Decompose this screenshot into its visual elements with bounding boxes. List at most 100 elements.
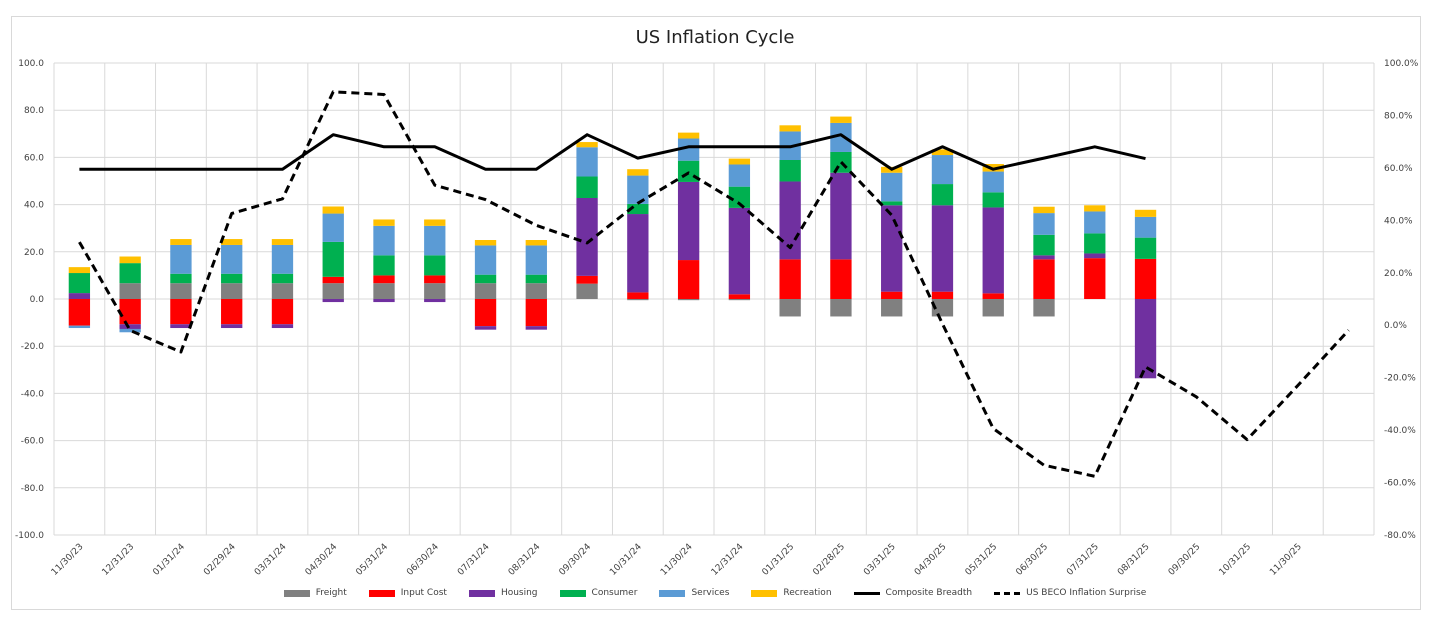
bar-housing <box>68 293 91 299</box>
bar-services <box>170 244 192 274</box>
x-tick-label: 06/30/24 <box>405 542 441 578</box>
bar-recreation <box>170 239 192 245</box>
bar-freight <box>627 299 649 301</box>
bar-services <box>68 325 91 329</box>
bar-consumer <box>881 201 903 206</box>
bar-input-cost <box>424 275 446 284</box>
bar-housing <box>525 326 547 330</box>
x-tick-label: 12/31/23 <box>101 542 137 578</box>
x-tick-label: 08/31/25 <box>1116 542 1152 578</box>
bar-consumer <box>1134 237 1157 259</box>
bar-input-cost <box>474 299 497 327</box>
x-axis: 11/30/23 12/31/23 01/31/24 02/29/24 03/31/24… <box>50 542 1304 578</box>
y2-tick-label: -80.0% <box>1384 531 1416 541</box>
y-tick-label: 100.0 <box>18 59 44 69</box>
bar-services <box>525 245 547 275</box>
bar-recreation <box>373 219 395 226</box>
y-tick-label: -40.0 <box>21 389 45 399</box>
bar-consumer <box>728 186 751 208</box>
bar-freight <box>322 283 344 299</box>
x-tick-label: 11/30/23 <box>50 542 86 578</box>
bar-freight <box>982 299 1004 317</box>
bar-freight <box>271 283 294 299</box>
bar-housing <box>881 205 903 292</box>
bar-stacks <box>68 116 1157 379</box>
legend-label: Composite Breadth <box>885 588 973 598</box>
x-tick-label: 12/31/24 <box>710 542 746 578</box>
bar-consumer <box>68 273 91 294</box>
x-tick-label: 10/31/25 <box>1218 542 1254 578</box>
x-tick-label: 04/30/24 <box>304 542 340 578</box>
bar-recreation <box>271 239 294 245</box>
bar-recreation <box>322 206 344 214</box>
bar-input-cost <box>1134 258 1157 299</box>
bar-housing <box>1084 253 1106 259</box>
y-tick-label: 20.0 <box>24 248 44 258</box>
x-tick-label: 02/28/25 <box>811 542 847 578</box>
x-tick-label: 11/30/24 <box>659 542 695 578</box>
legend-swatch <box>659 589 686 597</box>
bar-consumer <box>779 159 801 182</box>
x-tick-label: 03/31/24 <box>253 542 289 578</box>
gridlines <box>53 62 1375 536</box>
x-tick-label: 09/30/24 <box>558 542 594 578</box>
legend-swatch <box>853 591 880 595</box>
bar-consumer <box>373 255 395 276</box>
y2-tick-label: 0.0% <box>1384 321 1407 331</box>
bar-housing <box>576 197 598 276</box>
legend-label: Input Cost <box>400 588 447 598</box>
bar-freight <box>525 283 547 299</box>
bar-housing <box>830 172 852 260</box>
bar-freight <box>1033 299 1055 317</box>
bar-consumer <box>627 203 649 215</box>
legend-label: Recreation <box>783 588 832 598</box>
x-tick-label: 11/30/25 <box>1268 542 1304 578</box>
bar-recreation <box>677 132 700 139</box>
y-tick-label: 60.0 <box>24 153 44 163</box>
bar-services <box>271 244 294 274</box>
line-composite-breadth <box>79 133 1146 171</box>
x-tick-label: 01/31/25 <box>761 542 797 578</box>
bar-recreation <box>424 219 446 226</box>
y-tick-label: 80.0 <box>24 106 44 116</box>
legend-label: Services <box>691 588 730 598</box>
bar-recreation <box>119 256 141 264</box>
chart-legend: Freight Input Cost Housing Consumer Services… <box>0 588 1430 598</box>
bar-services <box>474 245 497 275</box>
bar-freight <box>576 283 598 299</box>
bar-housing <box>271 324 294 329</box>
bar-input-cost <box>1033 259 1055 299</box>
bar-input-cost <box>373 275 395 284</box>
legend-label: Consumer <box>591 588 638 598</box>
bar-recreation <box>525 240 547 246</box>
y-tick-label: -80.0 <box>21 484 45 494</box>
bar-services <box>982 171 1004 193</box>
x-tick-label: 05/31/25 <box>964 542 1000 578</box>
bar-housing <box>474 326 497 330</box>
bar-recreation <box>474 240 497 246</box>
bar-freight <box>221 283 243 299</box>
x-tick-label: 10/31/24 <box>608 542 644 578</box>
bar-housing <box>373 299 395 303</box>
bar-consumer <box>576 176 598 198</box>
bar-freight <box>424 283 446 299</box>
bar-housing <box>221 324 243 329</box>
x-tick-label: 05/31/24 <box>354 542 390 578</box>
bar-input-cost <box>779 259 801 299</box>
x-tick-label: 07/31/24 <box>456 542 492 578</box>
bar-consumer <box>1033 234 1055 256</box>
line-series <box>78 90 1350 478</box>
bar-consumer <box>525 274 547 284</box>
x-tick-label: 01/31/24 <box>151 542 187 578</box>
bar-consumer <box>170 273 192 284</box>
x-tick-label: 02/29/24 <box>202 542 238 578</box>
bar-input-cost <box>170 299 192 325</box>
bar-housing <box>1033 255 1055 260</box>
bar-services <box>221 244 243 274</box>
bar-input-cost <box>931 291 954 299</box>
legend-swatch <box>751 589 778 597</box>
bar-input-cost <box>68 299 91 326</box>
bar-freight <box>728 299 751 301</box>
y-axis-right: 100.0% 80.0% 60.0% 40.0% 20.0% 0.0% -20.0% -40.… <box>1384 59 1419 541</box>
